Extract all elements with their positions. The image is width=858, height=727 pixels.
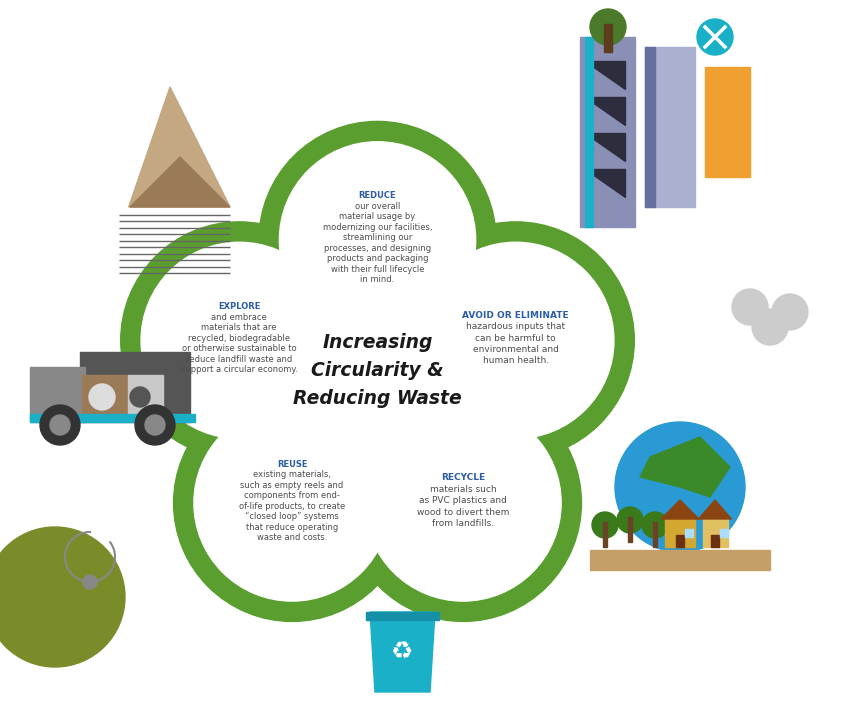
Circle shape: [0, 527, 125, 667]
Text: or otherwise sustainable to: or otherwise sustainable to: [182, 345, 297, 353]
Bar: [653, 522, 657, 547]
Text: that reduce operating: that reduce operating: [246, 523, 338, 531]
Circle shape: [194, 405, 390, 601]
Text: processes, and designing: processes, and designing: [324, 244, 431, 253]
Circle shape: [772, 294, 808, 330]
Text: such as empty reels and: such as empty reels and: [240, 481, 344, 489]
Bar: [590, 550, 770, 570]
Bar: [645, 47, 695, 207]
Circle shape: [83, 575, 97, 589]
Text: materials that are: materials that are: [202, 324, 277, 332]
Polygon shape: [129, 87, 230, 207]
Text: components from end-: components from end-: [245, 491, 340, 500]
Text: REUSE: REUSE: [277, 459, 307, 469]
Bar: [665, 519, 695, 547]
Text: streamlining our: streamlining our: [343, 233, 412, 242]
Bar: [676, 535, 684, 547]
Circle shape: [590, 9, 626, 45]
Polygon shape: [585, 61, 625, 89]
Text: with their full lifecycle: with their full lifecycle: [331, 265, 424, 274]
Bar: [30, 414, 195, 422]
Text: our overall: our overall: [355, 202, 400, 211]
Circle shape: [257, 265, 498, 505]
Text: support a circular economy.: support a circular economy.: [181, 365, 298, 374]
Circle shape: [732, 289, 768, 325]
Circle shape: [615, 422, 745, 552]
Bar: [720, 529, 728, 537]
Polygon shape: [585, 133, 625, 161]
Text: “closed loop” systems: “closed loop” systems: [245, 512, 339, 521]
Circle shape: [40, 405, 80, 445]
Circle shape: [397, 222, 634, 459]
Circle shape: [173, 385, 411, 622]
Text: recycled, biodegradable: recycled, biodegradable: [188, 334, 290, 342]
Text: of-life products, to create: of-life products, to create: [239, 502, 345, 510]
Text: can be harmful to: can be harmful to: [475, 334, 556, 342]
Polygon shape: [661, 500, 699, 519]
Circle shape: [280, 142, 475, 338]
Text: environmental and: environmental and: [473, 345, 559, 354]
Circle shape: [697, 19, 733, 55]
Circle shape: [237, 245, 518, 526]
Circle shape: [259, 121, 496, 358]
Circle shape: [752, 309, 788, 345]
Bar: [603, 522, 607, 547]
Circle shape: [121, 222, 358, 459]
Polygon shape: [370, 612, 435, 692]
Text: products and packaging: products and packaging: [327, 254, 428, 263]
Bar: [685, 529, 693, 537]
Bar: [628, 517, 632, 542]
Bar: [128, 375, 163, 420]
Text: from landfills.: from landfills.: [432, 519, 494, 528]
Polygon shape: [698, 500, 732, 519]
Bar: [711, 535, 719, 547]
Text: Increasing
Circularity &
Reducing Waste: Increasing Circularity & Reducing Waste: [293, 333, 462, 408]
Circle shape: [418, 242, 614, 438]
Text: human health.: human health.: [483, 356, 549, 366]
Text: in mind.: in mind.: [360, 276, 395, 284]
Text: wood to divert them: wood to divert them: [417, 507, 509, 517]
Bar: [366, 612, 439, 620]
Bar: [580, 37, 635, 227]
Circle shape: [365, 405, 561, 601]
Text: AVOID OR ELIMINATE: AVOID OR ELIMINATE: [462, 311, 569, 320]
Text: material usage by: material usage by: [340, 212, 415, 221]
Circle shape: [592, 512, 618, 538]
Text: EXPLORE: EXPLORE: [218, 302, 261, 311]
Text: and embrace: and embrace: [211, 313, 267, 322]
Bar: [645, 47, 655, 207]
Text: existing materials,: existing materials,: [253, 470, 331, 479]
Bar: [30, 367, 85, 422]
Text: waste and costs.: waste and costs.: [257, 533, 327, 542]
Text: REDUCE: REDUCE: [359, 191, 396, 201]
Circle shape: [642, 512, 668, 538]
Circle shape: [617, 507, 643, 533]
Text: ♻: ♻: [391, 640, 414, 664]
Text: as PVC plastics and: as PVC plastics and: [419, 496, 507, 505]
Text: modernizing our facilities,: modernizing our facilities,: [323, 222, 432, 232]
Text: materials such: materials such: [430, 485, 496, 494]
Circle shape: [141, 242, 337, 438]
Polygon shape: [640, 437, 730, 497]
Text: RECYCLE: RECYCLE: [441, 473, 485, 483]
Polygon shape: [585, 97, 625, 125]
Circle shape: [145, 415, 165, 435]
Circle shape: [89, 384, 115, 410]
Bar: [80, 352, 190, 422]
Circle shape: [344, 385, 582, 622]
Polygon shape: [130, 157, 230, 207]
Text: hazardous inputs that: hazardous inputs that: [466, 322, 565, 332]
Circle shape: [135, 405, 175, 445]
Polygon shape: [585, 169, 625, 197]
Bar: [82, 375, 127, 420]
Bar: [585, 37, 593, 227]
Circle shape: [50, 415, 70, 435]
Bar: [703, 519, 728, 547]
Bar: [604, 24, 612, 52]
Circle shape: [130, 387, 150, 407]
Text: reduce landfill waste and: reduce landfill waste and: [186, 355, 293, 364]
Bar: [705, 67, 750, 177]
